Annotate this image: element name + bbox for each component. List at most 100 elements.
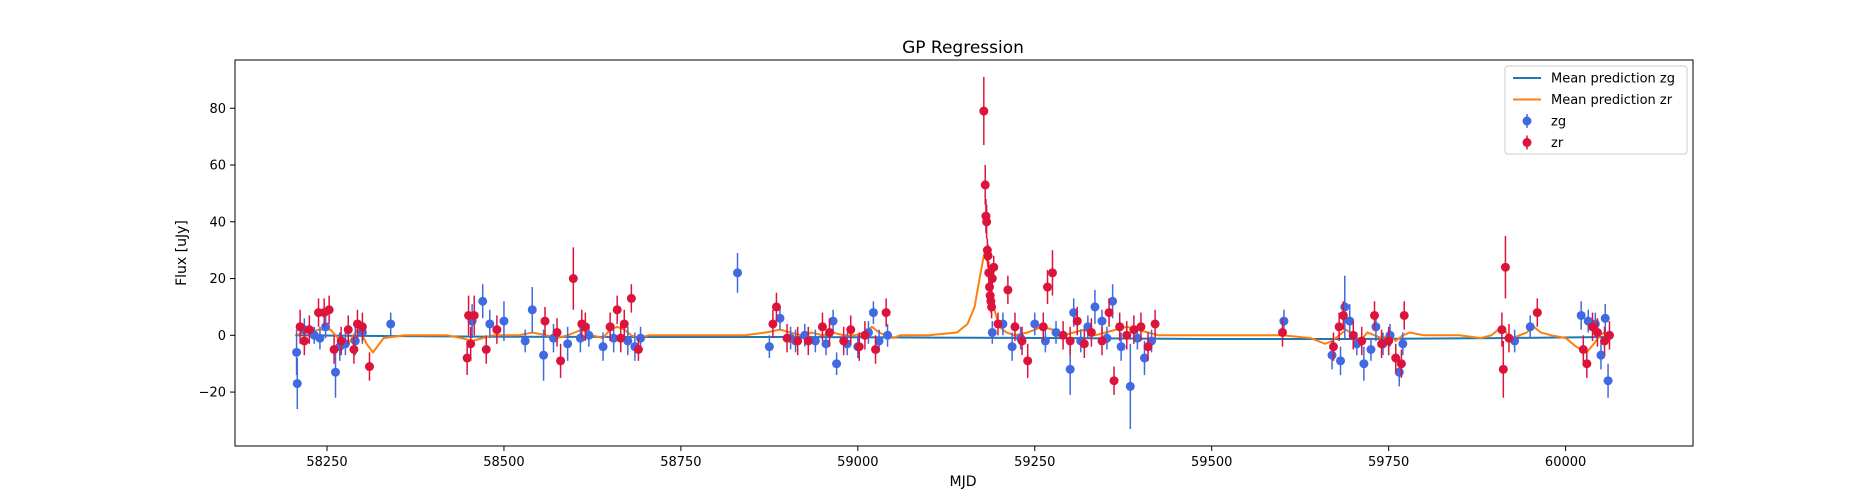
data-point bbox=[636, 333, 646, 343]
data-point bbox=[612, 305, 622, 315]
legend-item: zg bbox=[1522, 114, 1566, 130]
data-point bbox=[292, 379, 302, 389]
x-tick-label: 59500 bbox=[1191, 455, 1232, 470]
data-point bbox=[1104, 308, 1114, 318]
data-point bbox=[575, 333, 585, 343]
data-point bbox=[329, 345, 339, 354]
data-point bbox=[989, 262, 999, 272]
data-point bbox=[1366, 345, 1376, 354]
y-tick-label: 60 bbox=[209, 159, 226, 174]
y-axis: −20 0 20 40 60 80 bbox=[199, 102, 235, 401]
data-point bbox=[481, 345, 491, 354]
legend-label: zg bbox=[1551, 115, 1566, 130]
data-point bbox=[331, 367, 341, 377]
data-point bbox=[1328, 342, 1338, 352]
data-point bbox=[1279, 316, 1289, 326]
data-point bbox=[874, 336, 884, 346]
data-point bbox=[1582, 359, 1592, 369]
data-point bbox=[1498, 364, 1508, 374]
data-point bbox=[1277, 327, 1287, 337]
data-point bbox=[1003, 285, 1013, 295]
data-point bbox=[987, 274, 997, 284]
data-point bbox=[775, 313, 785, 323]
data-point bbox=[803, 336, 813, 346]
data-point bbox=[1357, 336, 1367, 346]
data-point bbox=[1377, 339, 1387, 349]
data-point bbox=[1072, 316, 1082, 326]
data-point bbox=[1065, 364, 1075, 374]
data-point bbox=[1115, 322, 1125, 332]
data-point bbox=[1500, 262, 1510, 272]
data-point bbox=[540, 316, 550, 326]
data-point bbox=[462, 353, 472, 363]
x-tick-label: 60000 bbox=[1545, 455, 1586, 470]
data-point bbox=[605, 322, 615, 332]
data-point bbox=[315, 333, 325, 343]
x-tick-label: 59250 bbox=[1014, 455, 1055, 470]
data-point bbox=[825, 327, 835, 337]
data-point bbox=[980, 180, 990, 190]
data-point bbox=[793, 336, 803, 346]
data-point bbox=[1338, 310, 1348, 320]
data-point bbox=[993, 319, 1003, 329]
data-point bbox=[860, 330, 870, 340]
data-point bbox=[552, 327, 562, 337]
data-point bbox=[1336, 356, 1346, 366]
data-point bbox=[1345, 316, 1355, 326]
legend: Mean prediction zg Mean prediction zr zg zr bbox=[1504, 65, 1688, 155]
x-axis: 58250 58500 58750 59000 59250 59500 59750 60000 bbox=[306, 446, 1586, 470]
data-point bbox=[854, 342, 864, 352]
data-point bbox=[982, 217, 992, 227]
data-point bbox=[1139, 353, 1149, 363]
data-point bbox=[1603, 376, 1613, 386]
data-point bbox=[469, 310, 479, 320]
data-point bbox=[1348, 330, 1358, 340]
data-point bbox=[364, 362, 374, 372]
data-point bbox=[1116, 342, 1126, 352]
data-point bbox=[357, 322, 367, 332]
data-point bbox=[1399, 310, 1409, 320]
data-point bbox=[292, 347, 302, 357]
data-point bbox=[1058, 330, 1068, 340]
legend-label: zr bbox=[1551, 136, 1564, 151]
data-point bbox=[764, 342, 774, 352]
data-point bbox=[1109, 376, 1119, 386]
data-point bbox=[527, 305, 537, 315]
data-point bbox=[1150, 319, 1160, 329]
data-point bbox=[881, 308, 891, 318]
legend-marker-swatch bbox=[1522, 116, 1532, 126]
data-point bbox=[1136, 322, 1146, 332]
data-point bbox=[556, 356, 566, 366]
data-point bbox=[1125, 381, 1135, 391]
data-point bbox=[828, 316, 838, 326]
legend-label: Mean prediction zg bbox=[1551, 72, 1675, 87]
data-point bbox=[1391, 353, 1401, 363]
plot-area bbox=[292, 77, 1614, 429]
data-point bbox=[492, 325, 502, 335]
data-point bbox=[580, 322, 590, 332]
data-point bbox=[1327, 350, 1337, 360]
data-point bbox=[1576, 310, 1586, 320]
data-point bbox=[1497, 325, 1507, 335]
data-point bbox=[304, 325, 314, 335]
series-zg bbox=[292, 253, 1613, 429]
data-point bbox=[386, 319, 396, 329]
data-point bbox=[1051, 327, 1061, 337]
data-point bbox=[979, 106, 989, 116]
data-point bbox=[1532, 308, 1542, 318]
data-point bbox=[1504, 333, 1514, 343]
data-point bbox=[1017, 336, 1027, 346]
data-point bbox=[343, 325, 353, 335]
data-point bbox=[336, 336, 346, 346]
data-point bbox=[839, 336, 849, 346]
legend-item: Mean prediction zg bbox=[1513, 72, 1675, 87]
data-point bbox=[598, 342, 608, 352]
data-point bbox=[1047, 268, 1057, 278]
legend-item: Mean prediction zr bbox=[1513, 93, 1673, 108]
data-point bbox=[846, 325, 856, 335]
data-point bbox=[871, 345, 881, 354]
data-point bbox=[1396, 359, 1406, 369]
data-point bbox=[983, 251, 993, 261]
series-line-mean-prediction-zr bbox=[294, 253, 1610, 354]
